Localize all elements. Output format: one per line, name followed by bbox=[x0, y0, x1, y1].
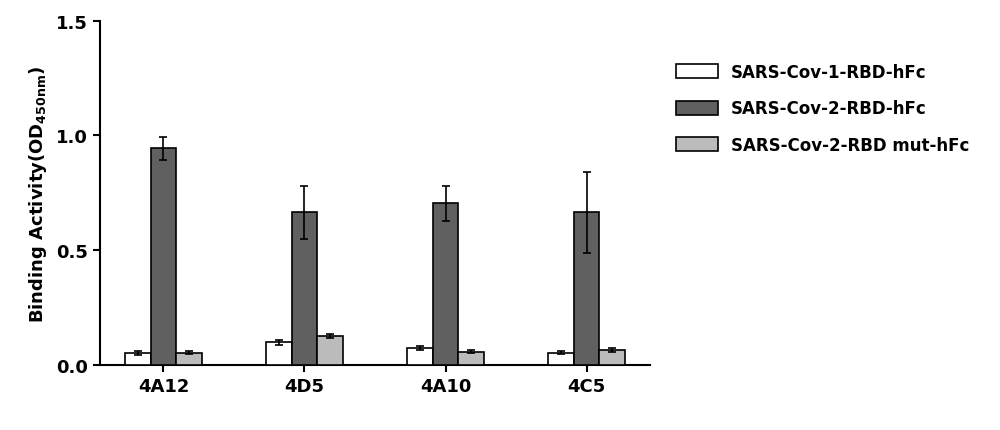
Bar bbox=[176, 353, 202, 366]
Bar bbox=[266, 343, 292, 366]
Bar bbox=[599, 350, 625, 366]
Bar bbox=[574, 213, 599, 366]
Legend: SARS-Cov-1-RBD-hFc, SARS-Cov-2-RBD-hFc, SARS-Cov-2-RBD mut-hFc: SARS-Cov-1-RBD-hFc, SARS-Cov-2-RBD-hFc, … bbox=[669, 57, 976, 161]
Bar bbox=[433, 204, 458, 366]
Y-axis label: Binding Activity(OD$_\mathregular{450nm}$): Binding Activity(OD$_\mathregular{450nm}… bbox=[27, 65, 49, 322]
Bar bbox=[458, 352, 484, 365]
Bar bbox=[407, 348, 433, 366]
Bar bbox=[151, 149, 176, 366]
Bar bbox=[317, 336, 343, 365]
Bar bbox=[125, 353, 151, 366]
Bar bbox=[548, 353, 574, 366]
Bar bbox=[292, 213, 317, 366]
